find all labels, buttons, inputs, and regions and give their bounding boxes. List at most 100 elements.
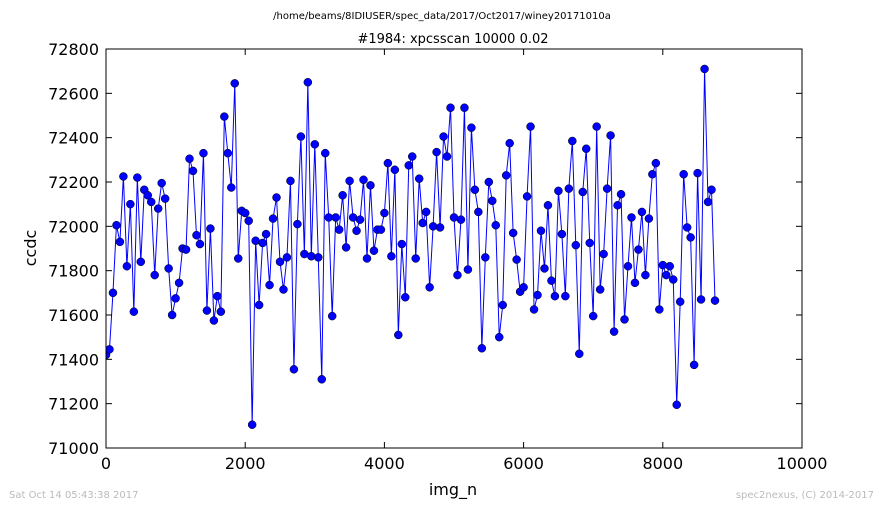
data-point — [129, 307, 139, 316]
data-point — [700, 64, 709, 74]
data-point — [258, 238, 267, 248]
data-point — [171, 294, 180, 303]
data-point — [227, 183, 236, 192]
data-point — [206, 224, 215, 233]
data-point — [387, 252, 396, 261]
x-tick-label: 8000 — [642, 454, 683, 473]
data-point — [341, 243, 351, 252]
data-point — [488, 196, 497, 206]
data-point — [442, 152, 452, 161]
data-point — [303, 78, 313, 87]
data-point — [460, 103, 469, 112]
data-point — [662, 270, 671, 280]
data-point — [293, 219, 302, 229]
data-point — [481, 253, 490, 262]
data-point — [540, 264, 549, 273]
data-point — [630, 278, 640, 288]
data-point — [710, 296, 720, 305]
data-point — [188, 166, 198, 176]
data-point — [616, 189, 626, 199]
data-point — [223, 148, 233, 158]
data-point — [390, 165, 400, 175]
data-point — [602, 184, 612, 193]
data-point — [317, 375, 327, 384]
data-point — [366, 181, 375, 190]
data-point — [575, 349, 584, 359]
data-point — [105, 345, 114, 354]
data-point — [672, 400, 681, 410]
data-point — [435, 223, 445, 232]
plot-mask-left — [0, 0, 106, 509]
data-point — [595, 285, 605, 294]
data-point — [592, 122, 601, 131]
data-point — [696, 295, 706, 304]
data-point — [394, 330, 403, 340]
figure-path-title: /home/beams/8IDIUSER/spec_data/2017/Oct2… — [273, 11, 611, 22]
data-point — [453, 270, 462, 280]
y-tick-label: 71400 — [48, 350, 99, 369]
data-point — [655, 305, 664, 314]
data-point — [213, 291, 222, 301]
data-point — [421, 207, 431, 217]
data-point — [512, 255, 521, 264]
data-point — [407, 152, 417, 161]
y-tick-label: 71600 — [48, 306, 99, 325]
data-point — [599, 249, 608, 259]
plot-mask-bottom — [106, 448, 802, 478]
y-tick-label: 71000 — [48, 439, 99, 458]
data-point — [668, 275, 678, 284]
data-point — [233, 254, 243, 263]
data-point — [568, 136, 577, 146]
data-point — [418, 218, 427, 228]
series-line — [105, 68, 716, 425]
data-point — [286, 176, 295, 186]
data-point — [686, 233, 695, 242]
x-tick-label: 2000 — [225, 454, 266, 473]
data-point — [609, 327, 619, 336]
data-point — [491, 220, 501, 230]
data-point — [296, 132, 306, 141]
data-point — [380, 208, 389, 218]
y-tick-label: 72000 — [48, 217, 99, 236]
data-point — [651, 158, 661, 168]
data-point — [644, 214, 654, 223]
data-point — [648, 169, 657, 179]
chart-title: #1984: xpcsscan 10000 0.02 — [357, 32, 548, 47]
data-point — [230, 79, 240, 88]
data-point — [414, 174, 424, 183]
data-point — [543, 201, 553, 210]
data-point — [164, 264, 173, 273]
data-point — [275, 257, 285, 267]
data-point — [192, 230, 201, 240]
data-point — [404, 161, 414, 170]
data-point — [571, 240, 581, 250]
data-point — [432, 147, 441, 157]
data-point — [425, 283, 434, 292]
data-point — [345, 176, 354, 186]
data-point — [585, 238, 594, 248]
x-tick-label: 10000 — [777, 454, 828, 473]
x-tick-label: 6000 — [503, 454, 544, 473]
data-point — [564, 184, 574, 193]
data-point — [477, 344, 487, 353]
data-point — [352, 226, 361, 236]
data-point — [606, 131, 615, 140]
data-point — [209, 316, 219, 325]
footer-timestamp: Sat Oct 14 05:43:38 2017 — [9, 490, 139, 501]
y-tick-label: 71200 — [48, 395, 99, 414]
data-point — [362, 254, 372, 263]
data-point — [658, 260, 668, 270]
data-point — [146, 197, 156, 207]
data-point — [470, 185, 480, 195]
data-point — [202, 306, 212, 315]
data-point — [289, 365, 299, 374]
data-point — [620, 315, 629, 324]
data-point — [247, 420, 257, 429]
footer-credit: spec2nexus, (C) 2014-2017 — [735, 490, 874, 501]
data-point — [153, 204, 163, 213]
data-point — [279, 285, 288, 294]
data-point — [529, 305, 539, 314]
y-tick-label: 72200 — [48, 173, 99, 192]
data-point — [588, 311, 598, 321]
data-point — [314, 253, 323, 262]
